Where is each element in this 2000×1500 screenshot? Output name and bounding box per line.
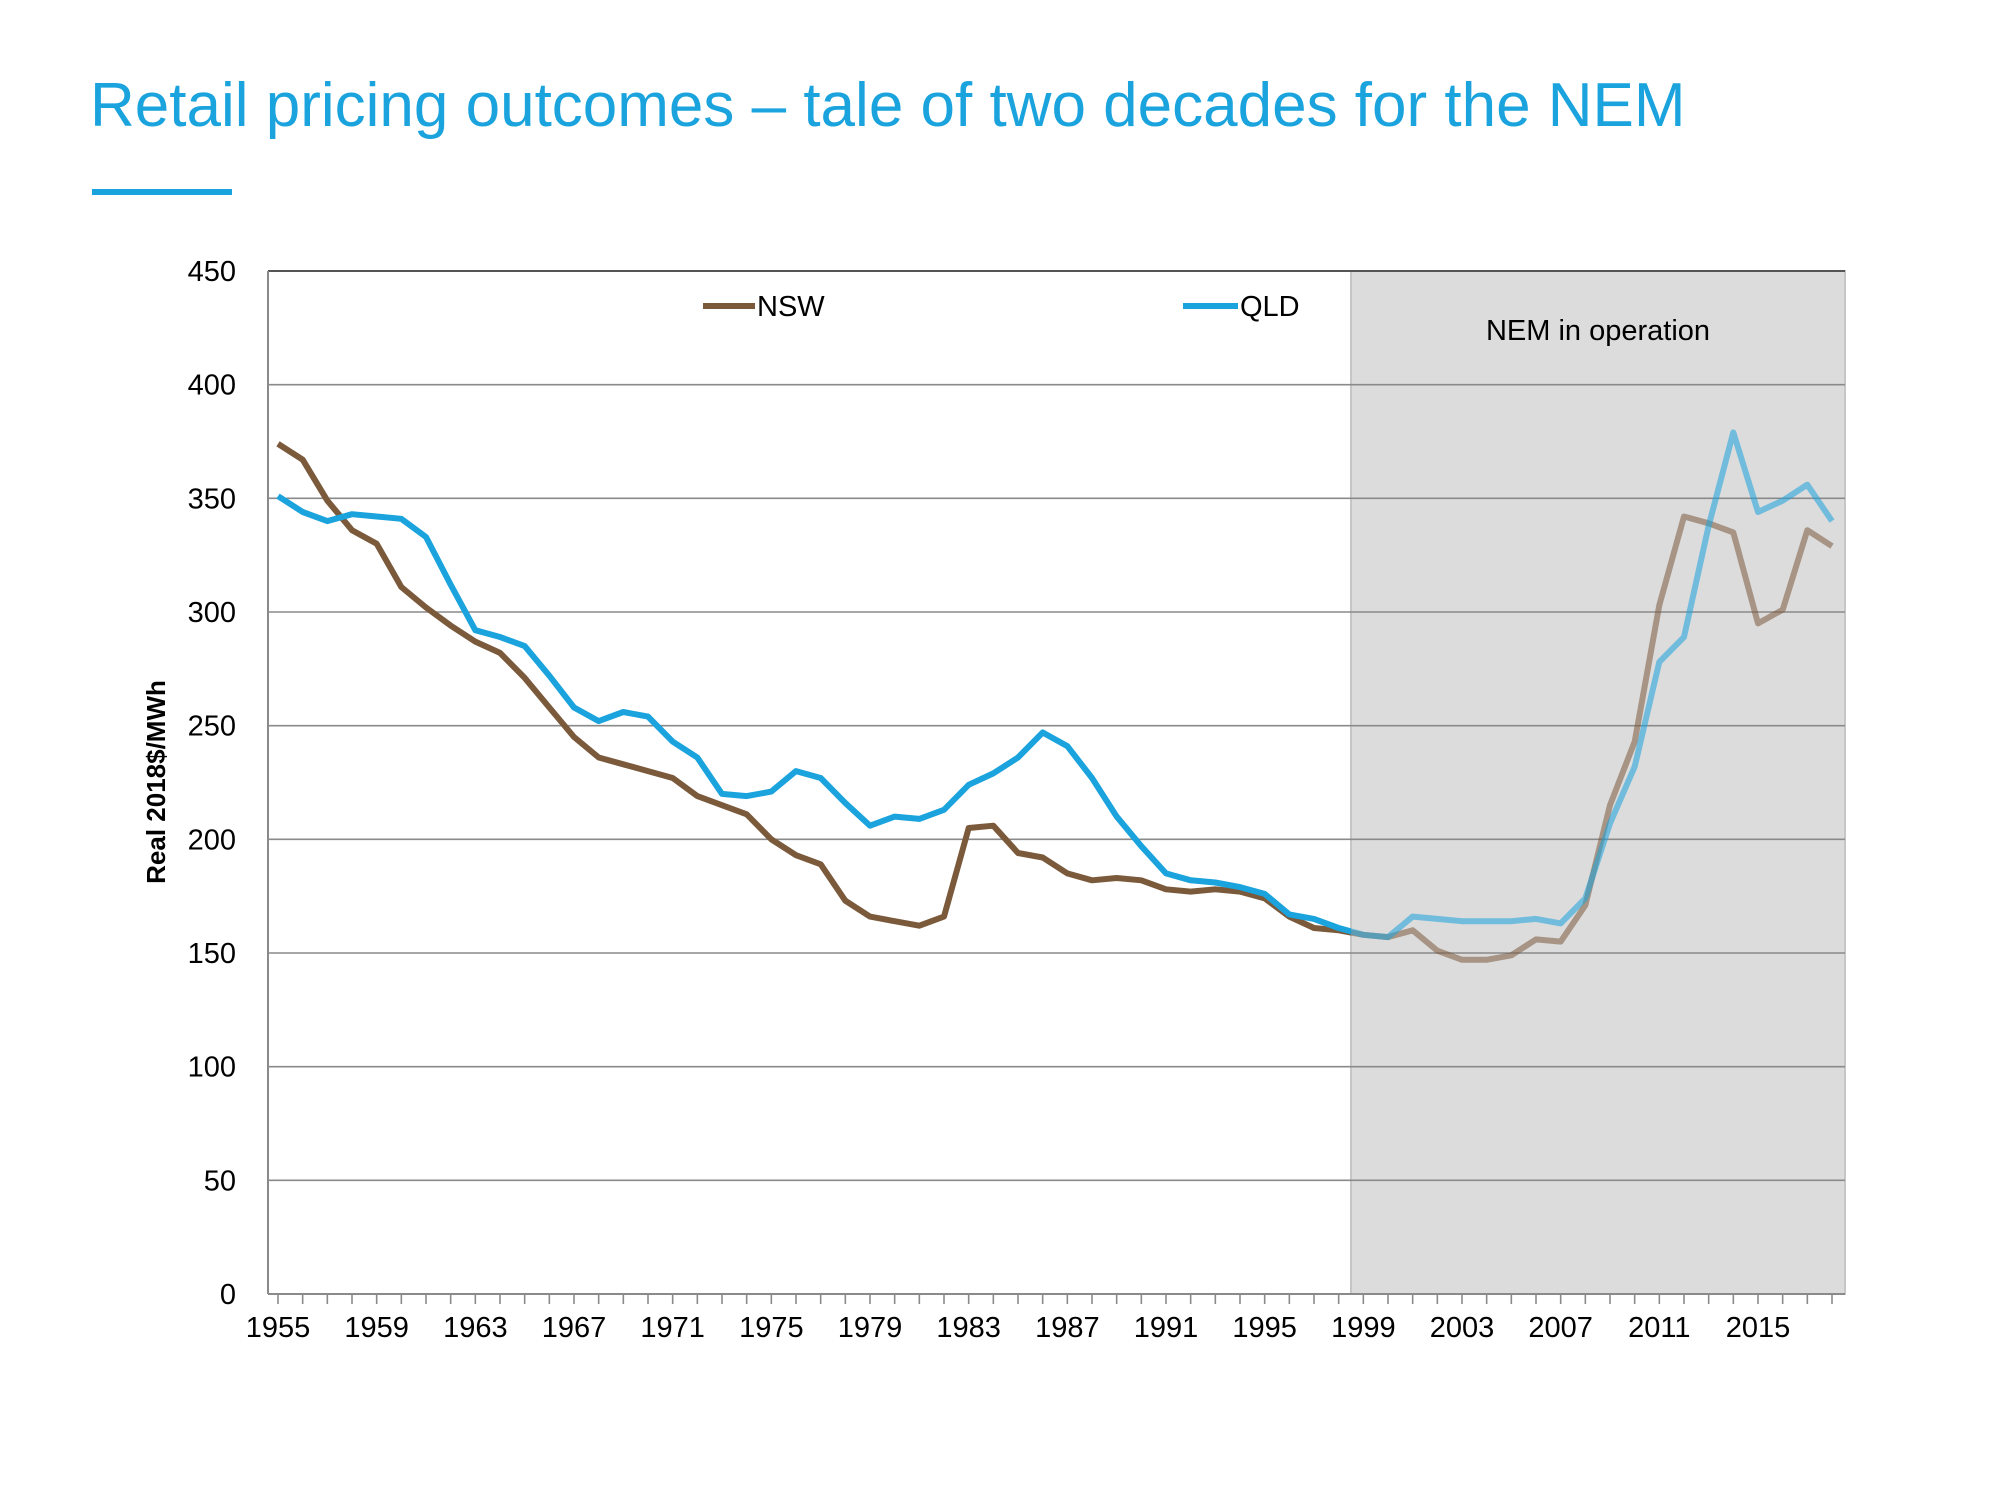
nem-shaded-region <box>1350 270 1846 1295</box>
series-line-nsw <box>276 441 1351 936</box>
y-tick-label: 0 <box>220 1279 236 1311</box>
slide-title: Retail pricing outcomes – tale of two de… <box>90 71 1686 140</box>
y-tick-label: 150 <box>188 938 236 970</box>
y-axis-title: Real 2018$/MWh <box>141 680 171 884</box>
x-tick-label: 1991 <box>1134 1312 1199 1344</box>
y-tick-label: 250 <box>188 711 236 743</box>
y-tick-label: 100 <box>188 1052 236 1084</box>
gridlines <box>268 270 1845 1182</box>
series-line-nsw-nem <box>1351 513 1834 963</box>
legend: NSW QLD <box>703 291 1300 323</box>
series-layer <box>276 429 1835 963</box>
legend-qld-label: QLD <box>1240 291 1300 323</box>
series-line-qld-nem <box>1351 429 1835 941</box>
x-tick-label: 1983 <box>936 1312 1001 1344</box>
x-tick-label: 1955 <box>246 1312 311 1344</box>
legend-nsw-label: NSW <box>757 291 825 323</box>
y-tick-label: 400 <box>188 370 236 402</box>
x-tick-label: 1967 <box>542 1312 607 1344</box>
x-tick-label: 2011 <box>1628 1312 1690 1344</box>
x-tick-label: 1999 <box>1331 1312 1396 1344</box>
x-tick-label: 1963 <box>443 1312 508 1344</box>
x-tick-label: 1987 <box>1035 1312 1100 1344</box>
y-tick-label: 200 <box>188 824 236 856</box>
x-tick-label: 1979 <box>838 1312 903 1344</box>
x-tick-label: 2015 <box>1726 1312 1791 1344</box>
x-tick-label: 1959 <box>344 1312 409 1344</box>
y-tick-label: 300 <box>188 597 236 629</box>
x-tick-label: 1975 <box>739 1312 804 1344</box>
x-tick-label: 1971 <box>640 1312 705 1344</box>
y-tick-label: 50 <box>204 1165 236 1197</box>
x-tick-label: 2003 <box>1430 1312 1495 1344</box>
title-underline <box>92 189 232 195</box>
x-tick-label: 2007 <box>1528 1312 1593 1344</box>
nem-region-label: NEM in operation <box>1486 315 1710 347</box>
y-tick-label: 350 <box>188 483 236 515</box>
y-tick-label: 450 <box>188 256 236 288</box>
series-line-qld <box>276 493 1351 935</box>
x-tick-label: 1995 <box>1232 1312 1297 1344</box>
y-axis: 0 50 100 150 200 250 300 350 400 450 <box>188 256 269 1311</box>
x-axis: 1955 1959 1963 1967 1971 1975 1979 1983 1987 1991… <box>246 1293 1845 1344</box>
